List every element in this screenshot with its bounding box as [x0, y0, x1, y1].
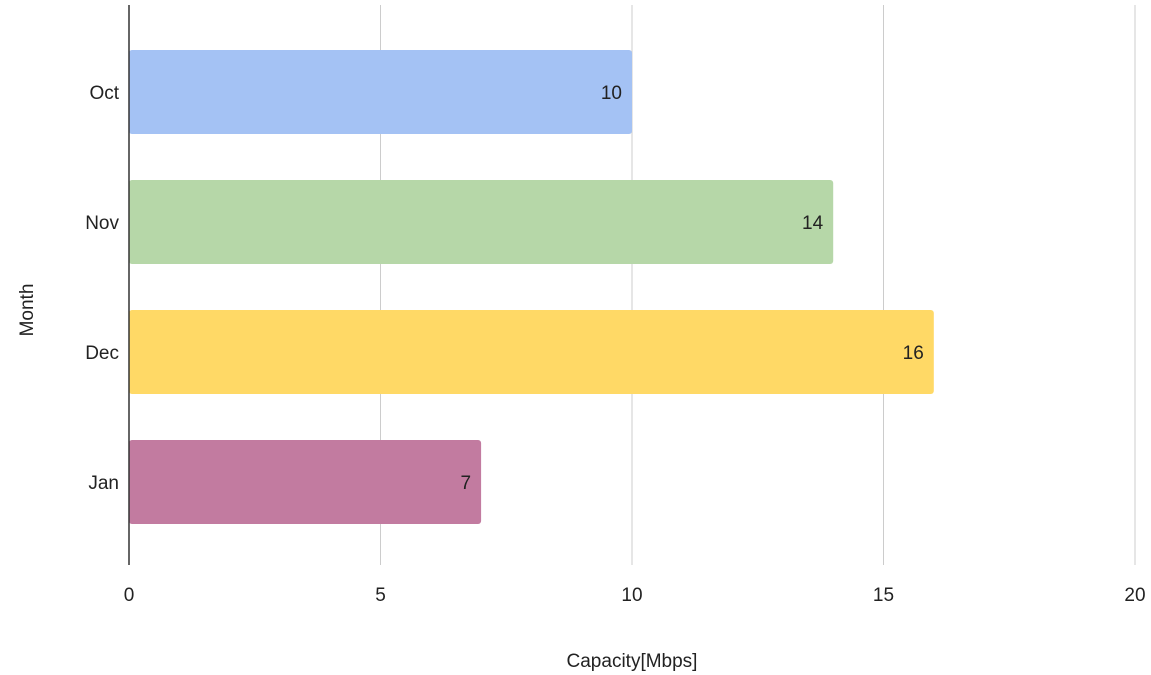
x-tick-label: 5	[375, 585, 386, 606]
y-tick-label-jan: Jan	[88, 473, 119, 494]
x-tick-label: 0	[124, 585, 135, 606]
y-axis-title: Month	[17, 284, 38, 337]
bar-dec	[129, 310, 934, 394]
x-tick-label: 10	[621, 585, 642, 606]
bar-nov	[129, 180, 834, 264]
data-label-nov: 14	[802, 213, 824, 234]
data-label-oct: 10	[601, 83, 622, 104]
data-label-dec: 16	[903, 343, 924, 364]
data-label-jan: 7	[461, 473, 472, 494]
y-tick-label-dec: Dec	[85, 343, 119, 364]
x-tick-label: 15	[873, 585, 894, 606]
y-tick-label-nov: Nov	[85, 213, 119, 234]
bar-jan	[129, 440, 482, 524]
x-tick-label: 20	[1124, 585, 1145, 606]
x-axis-title: Capacity[Mbps]	[567, 651, 698, 672]
bar-oct	[129, 50, 632, 134]
y-axis-ticks: Oct Nov Dec Jan	[85, 83, 120, 494]
bars: 10 14 16 7	[129, 50, 934, 524]
y-tick-label-oct: Oct	[89, 83, 119, 104]
x-axis-ticks: 0 5 10 15 20	[124, 585, 1146, 606]
